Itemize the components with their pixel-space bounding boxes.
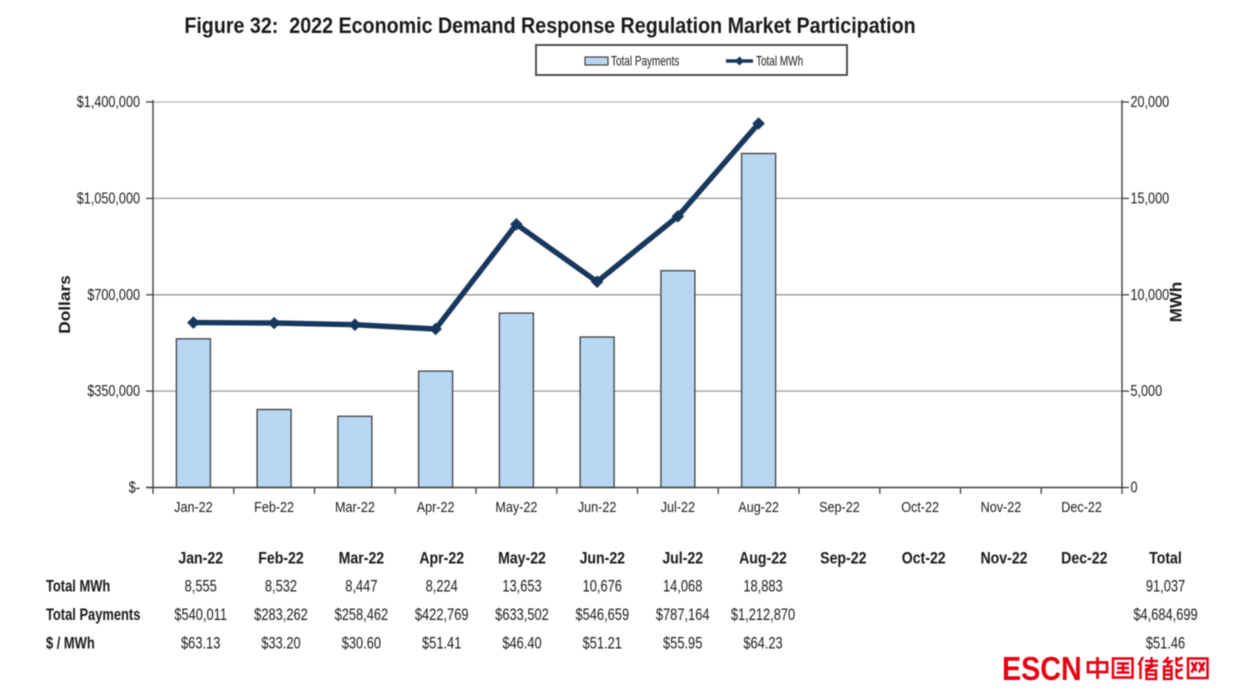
svg-text:$422,769: $422,769: [415, 607, 469, 625]
svg-text:$283,262: $283,262: [254, 607, 308, 625]
svg-text:Mar-22: Mar-22: [335, 498, 375, 515]
svg-text:$55.95: $55.95: [663, 635, 702, 653]
svg-text:Apr-22: Apr-22: [417, 498, 455, 515]
svg-text:Figure 32: 2022 Economic Dema: Figure 32: 2022 Economic Demand Response…: [184, 14, 915, 38]
svg-text:Jun-22: Jun-22: [580, 549, 626, 567]
svg-text:91,037: 91,037: [1146, 578, 1185, 596]
svg-text:MWh: MWh: [1167, 282, 1186, 323]
svg-text:13,653: 13,653: [502, 578, 541, 596]
svg-text:$633,502: $633,502: [495, 607, 549, 625]
svg-text:May-22: May-22: [495, 498, 537, 515]
svg-text:8,447: 8,447: [345, 578, 377, 596]
svg-text:$540,011: $540,011: [174, 607, 227, 625]
svg-text:$51.46: $51.46: [1146, 635, 1185, 653]
svg-text:0: 0: [1131, 479, 1138, 497]
svg-text:$64.23: $64.23: [743, 635, 782, 653]
svg-text:Aug-22: Aug-22: [739, 549, 787, 567]
svg-text:Jan-22: Jan-22: [174, 498, 213, 515]
svg-text:20,000: 20,000: [1131, 94, 1170, 112]
svg-text:10,000: 10,000: [1131, 286, 1170, 304]
svg-text:$46.40: $46.40: [502, 635, 541, 653]
svg-text:$4,684,699: $4,684,699: [1133, 607, 1197, 625]
svg-text:$63.13: $63.13: [181, 635, 220, 653]
svg-text:$1,050,000: $1,050,000: [77, 190, 140, 208]
svg-text:Aug-22: Aug-22: [738, 498, 779, 515]
svg-text:10,676: 10,676: [583, 578, 622, 596]
svg-text:14,068: 14,068: [663, 578, 702, 596]
svg-text:Jan-22: Jan-22: [178, 549, 223, 567]
svg-text:$350,000: $350,000: [87, 383, 140, 401]
svg-text:Total Payments: Total Payments: [46, 605, 140, 624]
svg-text:Jul-22: Jul-22: [662, 549, 703, 567]
svg-text:8,555: 8,555: [185, 578, 217, 596]
svg-text:Total: Total: [1149, 549, 1182, 567]
svg-text:May-22: May-22: [498, 549, 546, 567]
svg-text:$1,212,870: $1,212,870: [731, 607, 795, 625]
svg-text:Nov-22: Nov-22: [981, 498, 1022, 515]
svg-text:$33.20: $33.20: [261, 635, 300, 653]
svg-text:$258,462: $258,462: [335, 607, 389, 625]
svg-text:Sep-22: Sep-22: [820, 549, 867, 567]
svg-text:Total MWh: Total MWh: [756, 53, 803, 69]
svg-text:$51.41: $51.41: [422, 635, 461, 653]
svg-text:$51.21: $51.21: [583, 635, 622, 653]
svg-text:$ / MWh: $ / MWh: [46, 634, 95, 653]
svg-text:Nov-22: Nov-22: [980, 549, 1027, 567]
svg-text:$700,000: $700,000: [87, 286, 140, 304]
svg-text:Jul-22: Jul-22: [661, 498, 695, 515]
svg-text:Feb-22: Feb-22: [254, 498, 294, 515]
svg-text:$787,164: $787,164: [656, 607, 710, 625]
svg-text:ESCN: ESCN: [1002, 650, 1082, 687]
svg-text:Mar-22: Mar-22: [339, 549, 385, 567]
svg-text:Oct-22: Oct-22: [901, 498, 939, 515]
svg-text:8,532: 8,532: [265, 578, 297, 596]
svg-text:Oct-22: Oct-22: [902, 549, 946, 567]
svg-text:18,883: 18,883: [743, 578, 782, 596]
svg-text:$30.60: $30.60: [342, 635, 381, 653]
svg-text:Jun-22: Jun-22: [578, 498, 617, 515]
svg-text:Total Payments: Total Payments: [611, 53, 679, 69]
svg-text:Dollars: Dollars: [56, 275, 74, 334]
svg-text:15,000: 15,000: [1131, 190, 1170, 208]
svg-text:$-: $-: [129, 479, 140, 497]
svg-text:Feb-22: Feb-22: [258, 549, 304, 567]
svg-text:5,000: 5,000: [1131, 383, 1163, 401]
svg-text:8,224: 8,224: [426, 578, 458, 596]
svg-text:$546,659: $546,659: [575, 607, 629, 625]
svg-text:Dec-22: Dec-22: [1061, 498, 1102, 515]
svg-text:Dec-22: Dec-22: [1061, 549, 1108, 567]
svg-text:$1,400,000: $1,400,000: [77, 94, 140, 112]
svg-text:Total MWh: Total MWh: [46, 577, 110, 596]
svg-text:Sep-22: Sep-22: [819, 498, 860, 515]
svg-text:Apr-22: Apr-22: [419, 549, 464, 567]
